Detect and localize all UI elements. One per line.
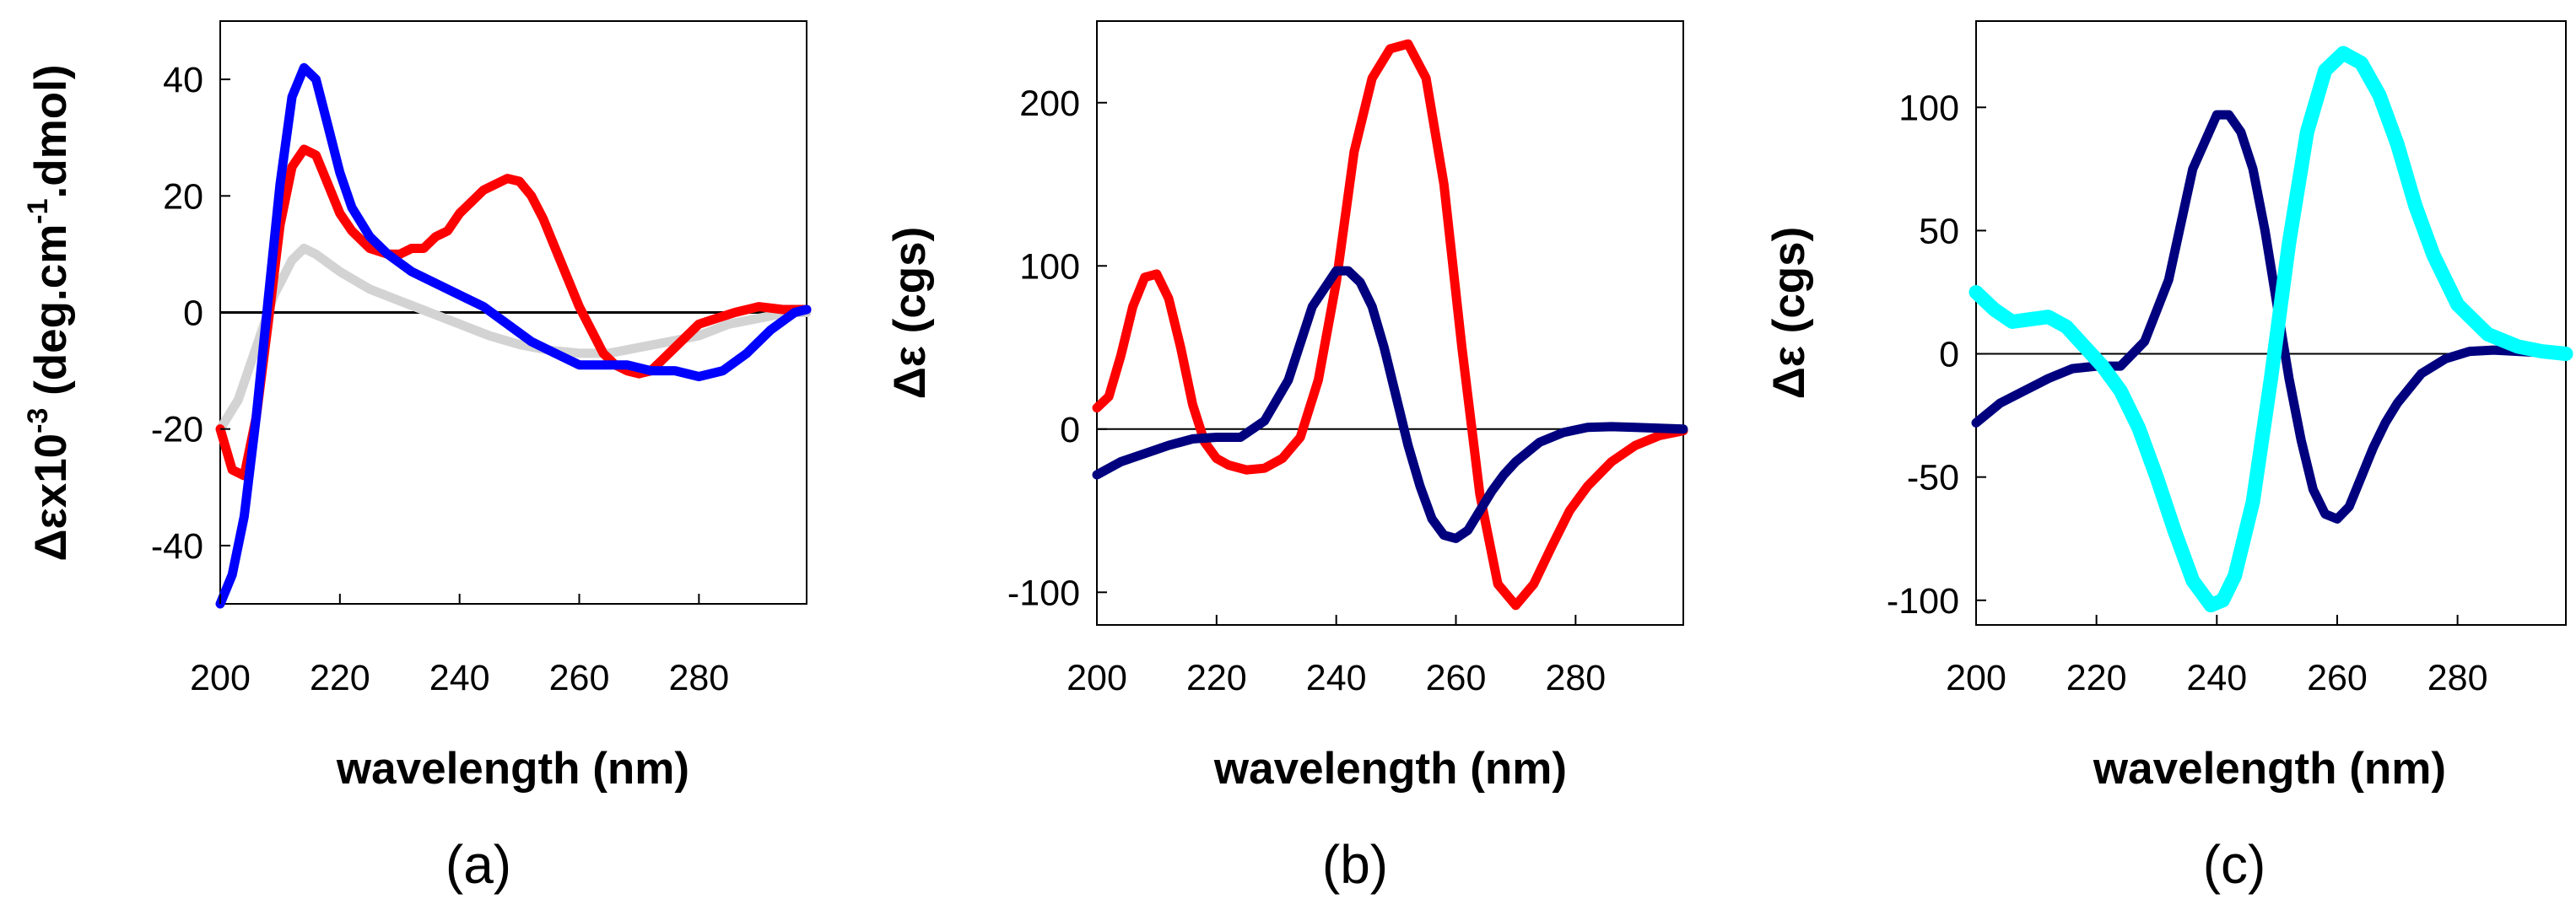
x-tick-label-b-200: 200 [1067,658,1127,698]
series-group-a [215,62,812,609]
plot-frame-b [1096,20,1684,626]
y-axis-label-c: Δε (cgs) [1764,227,1814,400]
panel-label-a: (a) [446,834,511,895]
x-tick-label-a-220: 220 [310,658,370,698]
y-ticks-b: -100 0 100 200 [1007,83,1107,613]
x-tick-label-a-260: 260 [549,658,610,698]
y-ticks-c: -100 -50 0 50 100 [1887,88,1986,622]
x-ticks-c: 200 220 240 260 280 [1946,615,2487,698]
x-axis-label-a: wavelength (nm) [336,744,689,794]
x-tick-label-c-200: 200 [1946,658,2006,698]
chart-panel-c: 200 220 240 260 280 -100 -50 0 50 100 wavelength… [1764,20,2573,895]
y-tick-label-a-0: 0 [183,293,203,334]
series-line-red-a [215,144,812,481]
y-tick-label-a-20: 20 [163,176,203,217]
y-ticks-a: -40 -20 0 20 40 [151,60,230,567]
plot-frame-c [1975,20,2567,626]
x-tick-label-a-240: 240 [429,658,490,698]
y-tick-label-b-200: 200 [1019,83,1080,124]
series-group-c [1968,46,2573,613]
x-ticks-b: 200 220 240 260 280 [1067,615,1606,698]
y-tick-label-b--100: -100 [1007,573,1080,613]
y-tick-label-a--40: -40 [151,526,203,567]
series-line-navy-b [1092,266,1688,543]
series-line-blue-a [215,62,812,609]
series-group-b [1092,39,1688,611]
y-tick-label-a-40: 40 [163,60,203,100]
y-axis-label-b: Δε (cgs) [885,227,935,400]
x-tick-label-b-240: 240 [1306,658,1367,698]
x-ticks-a: 200 220 240 260 280 [190,594,729,698]
y-tick-label-c-0: 0 [1939,335,1959,375]
x-tick-label-c-240: 240 [2186,658,2247,698]
y-axis-label-a: Δεx10-3 (deg.cm-1.dmol) [22,64,76,561]
chart-panel-b: 200 220 240 260 280 -100 0 100 200 wavelength (… [885,20,1688,895]
x-tick-label-c-280: 280 [2427,658,2488,698]
y-tick-label-c-100: 100 [1898,88,1959,128]
panel-label-c: (c) [2203,834,2266,895]
series-line-gray-a [215,244,812,434]
x-tick-label-b-280: 280 [1545,658,1606,698]
x-tick-label-a-280: 280 [668,658,729,698]
x-axis-label-c: wavelength (nm) [2093,744,2446,794]
x-tick-label-b-220: 220 [1186,658,1247,698]
panel-label-b: (b) [1322,834,1388,895]
y-tick-label-a--20: -20 [151,410,203,450]
y-tick-label-b-100: 100 [1019,246,1080,287]
x-tick-label-b-260: 260 [1426,658,1487,698]
y-tick-label-c-50: 50 [1919,211,1959,251]
x-axis-label-b: wavelength (nm) [1213,744,1567,794]
series-line-cyan-c [1968,46,2573,613]
y-tick-label-c--50: -50 [1907,458,1959,498]
chart-panel-a: 200 220 240 260 280 -40 -20 0 20 40 wavelength (… [22,20,812,895]
series-line-red-b [1092,39,1688,611]
y-tick-label-b-0: 0 [1060,410,1080,450]
y-tick-label-c--100: -100 [1887,581,1959,622]
x-tick-label-c-220: 220 [2066,658,2127,698]
x-tick-label-a-200: 200 [190,658,251,698]
x-tick-label-c-260: 260 [2307,658,2368,698]
